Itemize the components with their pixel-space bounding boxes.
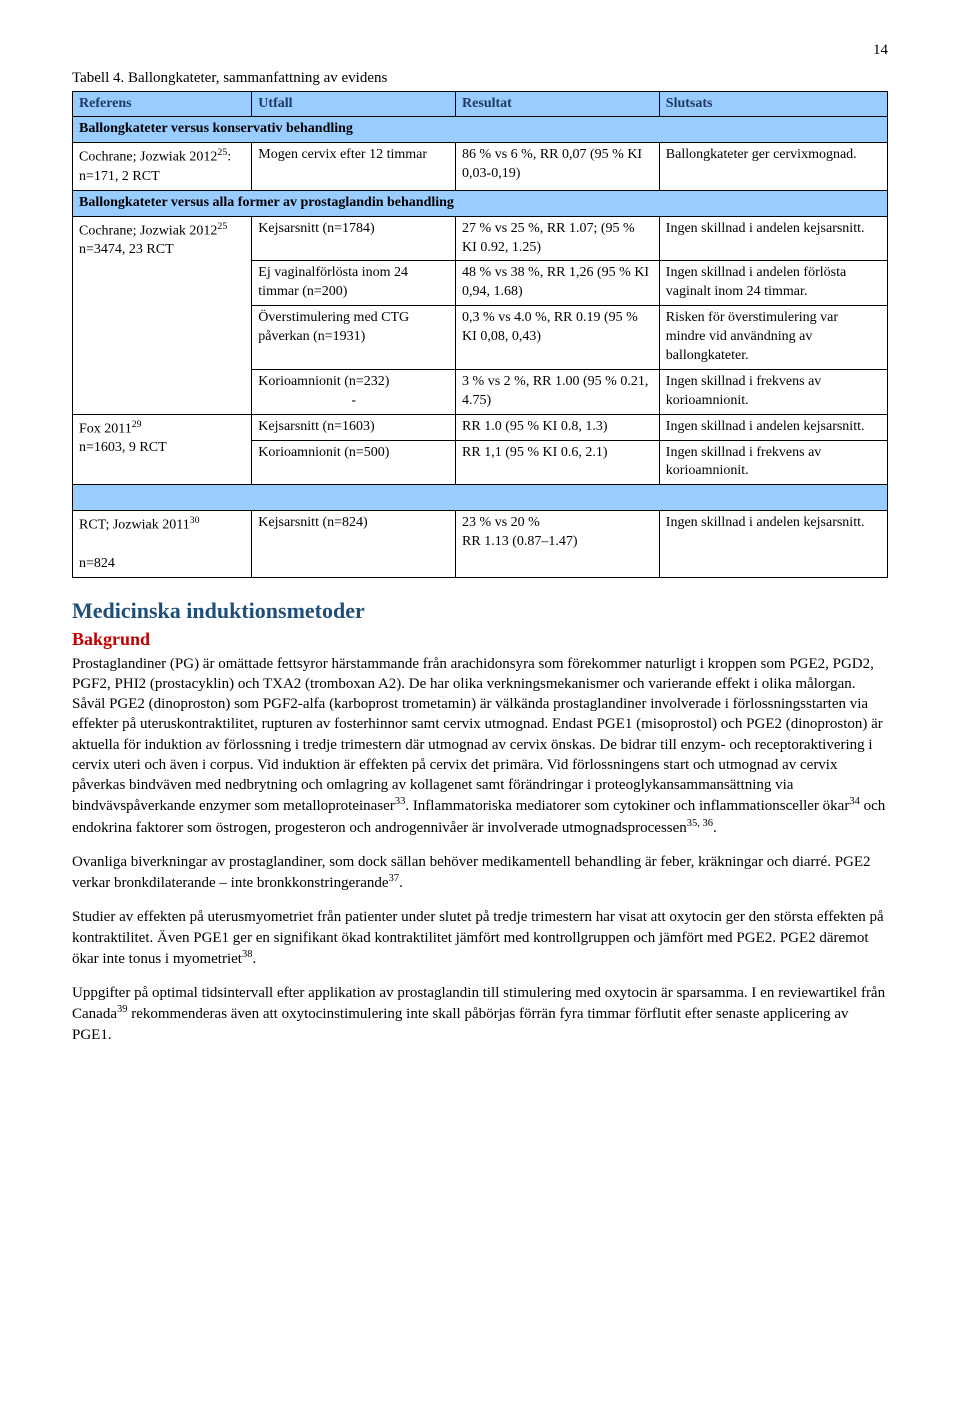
table-cell-conclusion: Ingen skillnad i frekvens av korioamnion… [659, 369, 887, 414]
table-cell-reference: Cochrane; Jozwiak 201225n=3474, 23 RCT [73, 216, 252, 414]
table-header-cell: Resultat [456, 91, 660, 117]
table-cell-conclusion: Ingen skillnad i andelen kejsarsnitt. [659, 216, 887, 261]
table-blank-separator [73, 485, 888, 511]
table-cell-result: RR 1.0 (95 % KI 0.8, 1.3) [456, 414, 660, 440]
body-paragraph: Prostaglandiner (PG) är omättade fettsyr… [72, 654, 888, 838]
evidence-table: ReferensUtfallResultatSlutsatsBallongkat… [72, 91, 888, 578]
table-row: RCT; Jozwiak 201130n=824Kejsarsnitt (n=8… [73, 511, 888, 577]
table-caption: Tabell 4. Ballongkateter, sammanfattning… [72, 68, 888, 88]
table-section-title: Ballongkateter versus alla former av pro… [73, 190, 888, 216]
table-cell-outcome: Ej vaginalförlösta inom 24 timmar (n=200… [252, 261, 456, 306]
table-cell-reference: RCT; Jozwiak 201130n=824 [73, 511, 252, 577]
table-header-cell: Slutsats [659, 91, 887, 117]
table-cell-result: 27 % vs 25 %, RR 1.07; (95 % KI 0.92, 1.… [456, 216, 660, 261]
table-header-cell: Utfall [252, 91, 456, 117]
body-paragraph: Ovanliga biverkningar av prostaglandiner… [72, 852, 888, 894]
table-row: Cochrane; Jozwiak 201225n=3474, 23 RCTKe… [73, 216, 888, 261]
table-cell-result: 48 % vs 38 %, RR 1,26 (95 % KI 0,94, 1.6… [456, 261, 660, 306]
table-cell-conclusion: Ingen skillnad i andelen förlösta vagina… [659, 261, 887, 306]
table-cell-outcome: Kejsarsnitt (n=1784) [252, 216, 456, 261]
table-section-title: Ballongkateter versus konservativ behand… [73, 117, 888, 143]
table-cell-reference: Cochrane; Jozwiak 201225:n=171, 2 RCT [73, 143, 252, 190]
table-cell-reference: Fox 201129n=1603, 9 RCT [73, 414, 252, 485]
table-cell-result: 86 % vs 6 %, RR 0,07 (95 % KI 0,03-0,19) [456, 143, 660, 190]
table-cell-outcome: Överstimulering med CTG påverkan (n=1931… [252, 306, 456, 370]
table-cell-outcome: Kejsarsnitt (n=1603) [252, 414, 456, 440]
table-cell-conclusion: Ingen skillnad i andelen kejsarsnitt. [659, 511, 887, 577]
section-subheading: Bakgrund [72, 627, 888, 651]
table-cell-outcome: Kejsarsnitt (n=824) [252, 511, 456, 577]
table-cell-result: RR 1,1 (95 % KI 0.6, 2.1) [456, 440, 660, 485]
table-cell-conclusion: Risken för överstimulering var mindre vi… [659, 306, 887, 370]
table-cell-outcome: Mogen cervix efter 12 timmar [252, 143, 456, 190]
table-cell-outcome: Korioamnionit (n=500) [252, 440, 456, 485]
table-cell-conclusion: Ballongkateter ger cervixmognad. [659, 143, 887, 190]
table-header-cell: Referens [73, 91, 252, 117]
table-cell-outcome: Korioamnionit (n=232)- [252, 369, 456, 414]
table-cell-result: 3 % vs 2 %, RR 1.00 (95 % 0.21, 4.75) [456, 369, 660, 414]
table-row: Cochrane; Jozwiak 201225:n=171, 2 RCTMog… [73, 143, 888, 190]
table-cell-conclusion: Ingen skillnad i frekvens av korioamnion… [659, 440, 887, 485]
body-paragraph: Studier av effekten på uterusmyometriet … [72, 907, 888, 969]
table-cell-conclusion: Ingen skillnad i andelen kejsarsnitt. [659, 414, 887, 440]
table-cell-result: 0,3 % vs 4.0 %, RR 0.19 (95 % KI 0,08, 0… [456, 306, 660, 370]
table-row: Fox 201129n=1603, 9 RCTKejsarsnitt (n=16… [73, 414, 888, 440]
page-number: 14 [72, 40, 888, 60]
body-paragraph: Uppgifter på optimal tidsintervall efter… [72, 983, 888, 1045]
section-heading: Medicinska induktionsmetoder [72, 596, 888, 626]
table-cell-result: 23 % vs 20 %RR 1.13 (0.87–1.47) [456, 511, 660, 577]
